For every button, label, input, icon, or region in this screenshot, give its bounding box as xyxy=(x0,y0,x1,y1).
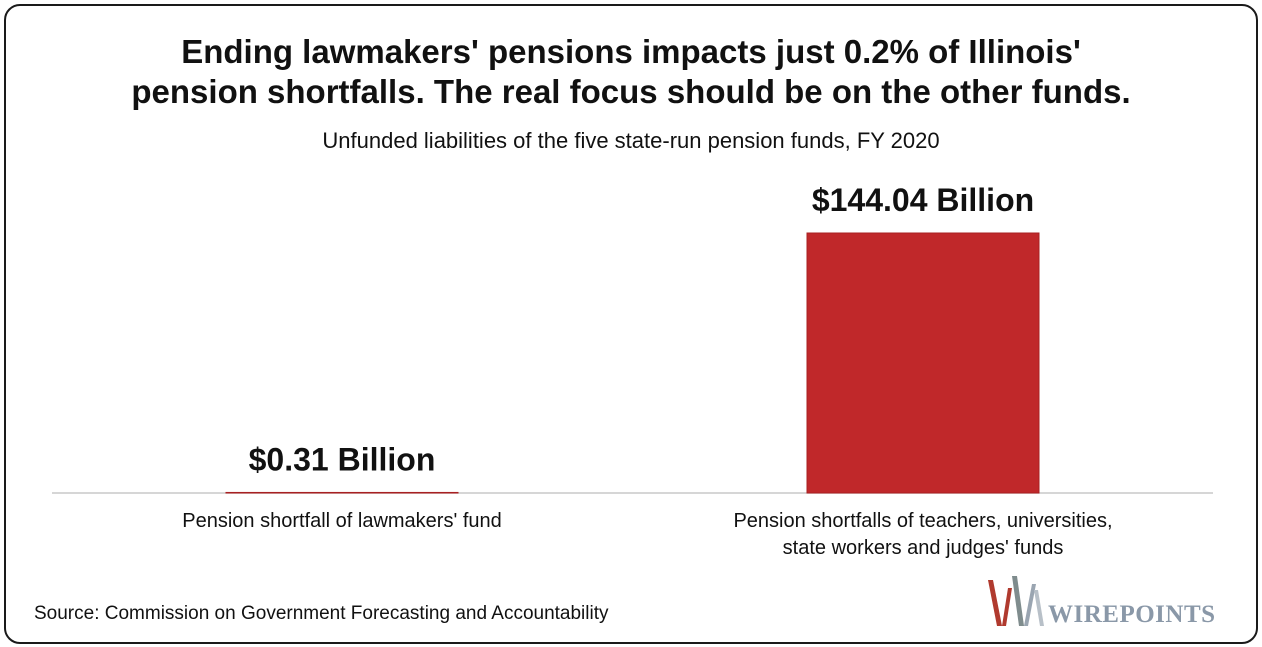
bar-group xyxy=(225,232,1040,494)
bar-1 xyxy=(225,491,459,494)
data-label-group: $0.31 Billion $144.04 Billion xyxy=(249,182,1035,477)
chart-title: Ending lawmakers' pensions impacts just … xyxy=(0,32,1262,112)
wirepoints-logo-text: WIREPOINTS xyxy=(1048,601,1216,628)
data-label-1: $0.31 Billion xyxy=(249,441,436,477)
category-label-2-line-2: state workers and judges' funds xyxy=(782,537,1064,559)
category-label-2-line-1: Pension shortfalls of teachers, universi… xyxy=(733,510,1113,532)
chart-title-line-1: Ending lawmakers' pensions impacts just … xyxy=(181,33,1081,70)
chart-frame xyxy=(4,4,1258,644)
data-label-2: $144.04 Billion xyxy=(812,182,1034,218)
bar-2 xyxy=(806,232,1040,494)
wirepoints-logo-mark xyxy=(988,576,1044,626)
chart-subtitle: Unfunded liabilities of the five state-r… xyxy=(322,128,940,153)
chart-title-line-2: pension shortfalls. The real focus shoul… xyxy=(131,73,1131,110)
source-note: Source: Commission on Government Forecas… xyxy=(34,603,609,624)
category-label-1: Pension shortfall of lawmakers' fund xyxy=(82,508,602,535)
wirepoints-logo xyxy=(988,576,1044,626)
category-label-1-line-1: Pension shortfall of lawmakers' fund xyxy=(182,510,502,532)
category-label-2: Pension shortfalls of teachers, universi… xyxy=(663,508,1183,562)
